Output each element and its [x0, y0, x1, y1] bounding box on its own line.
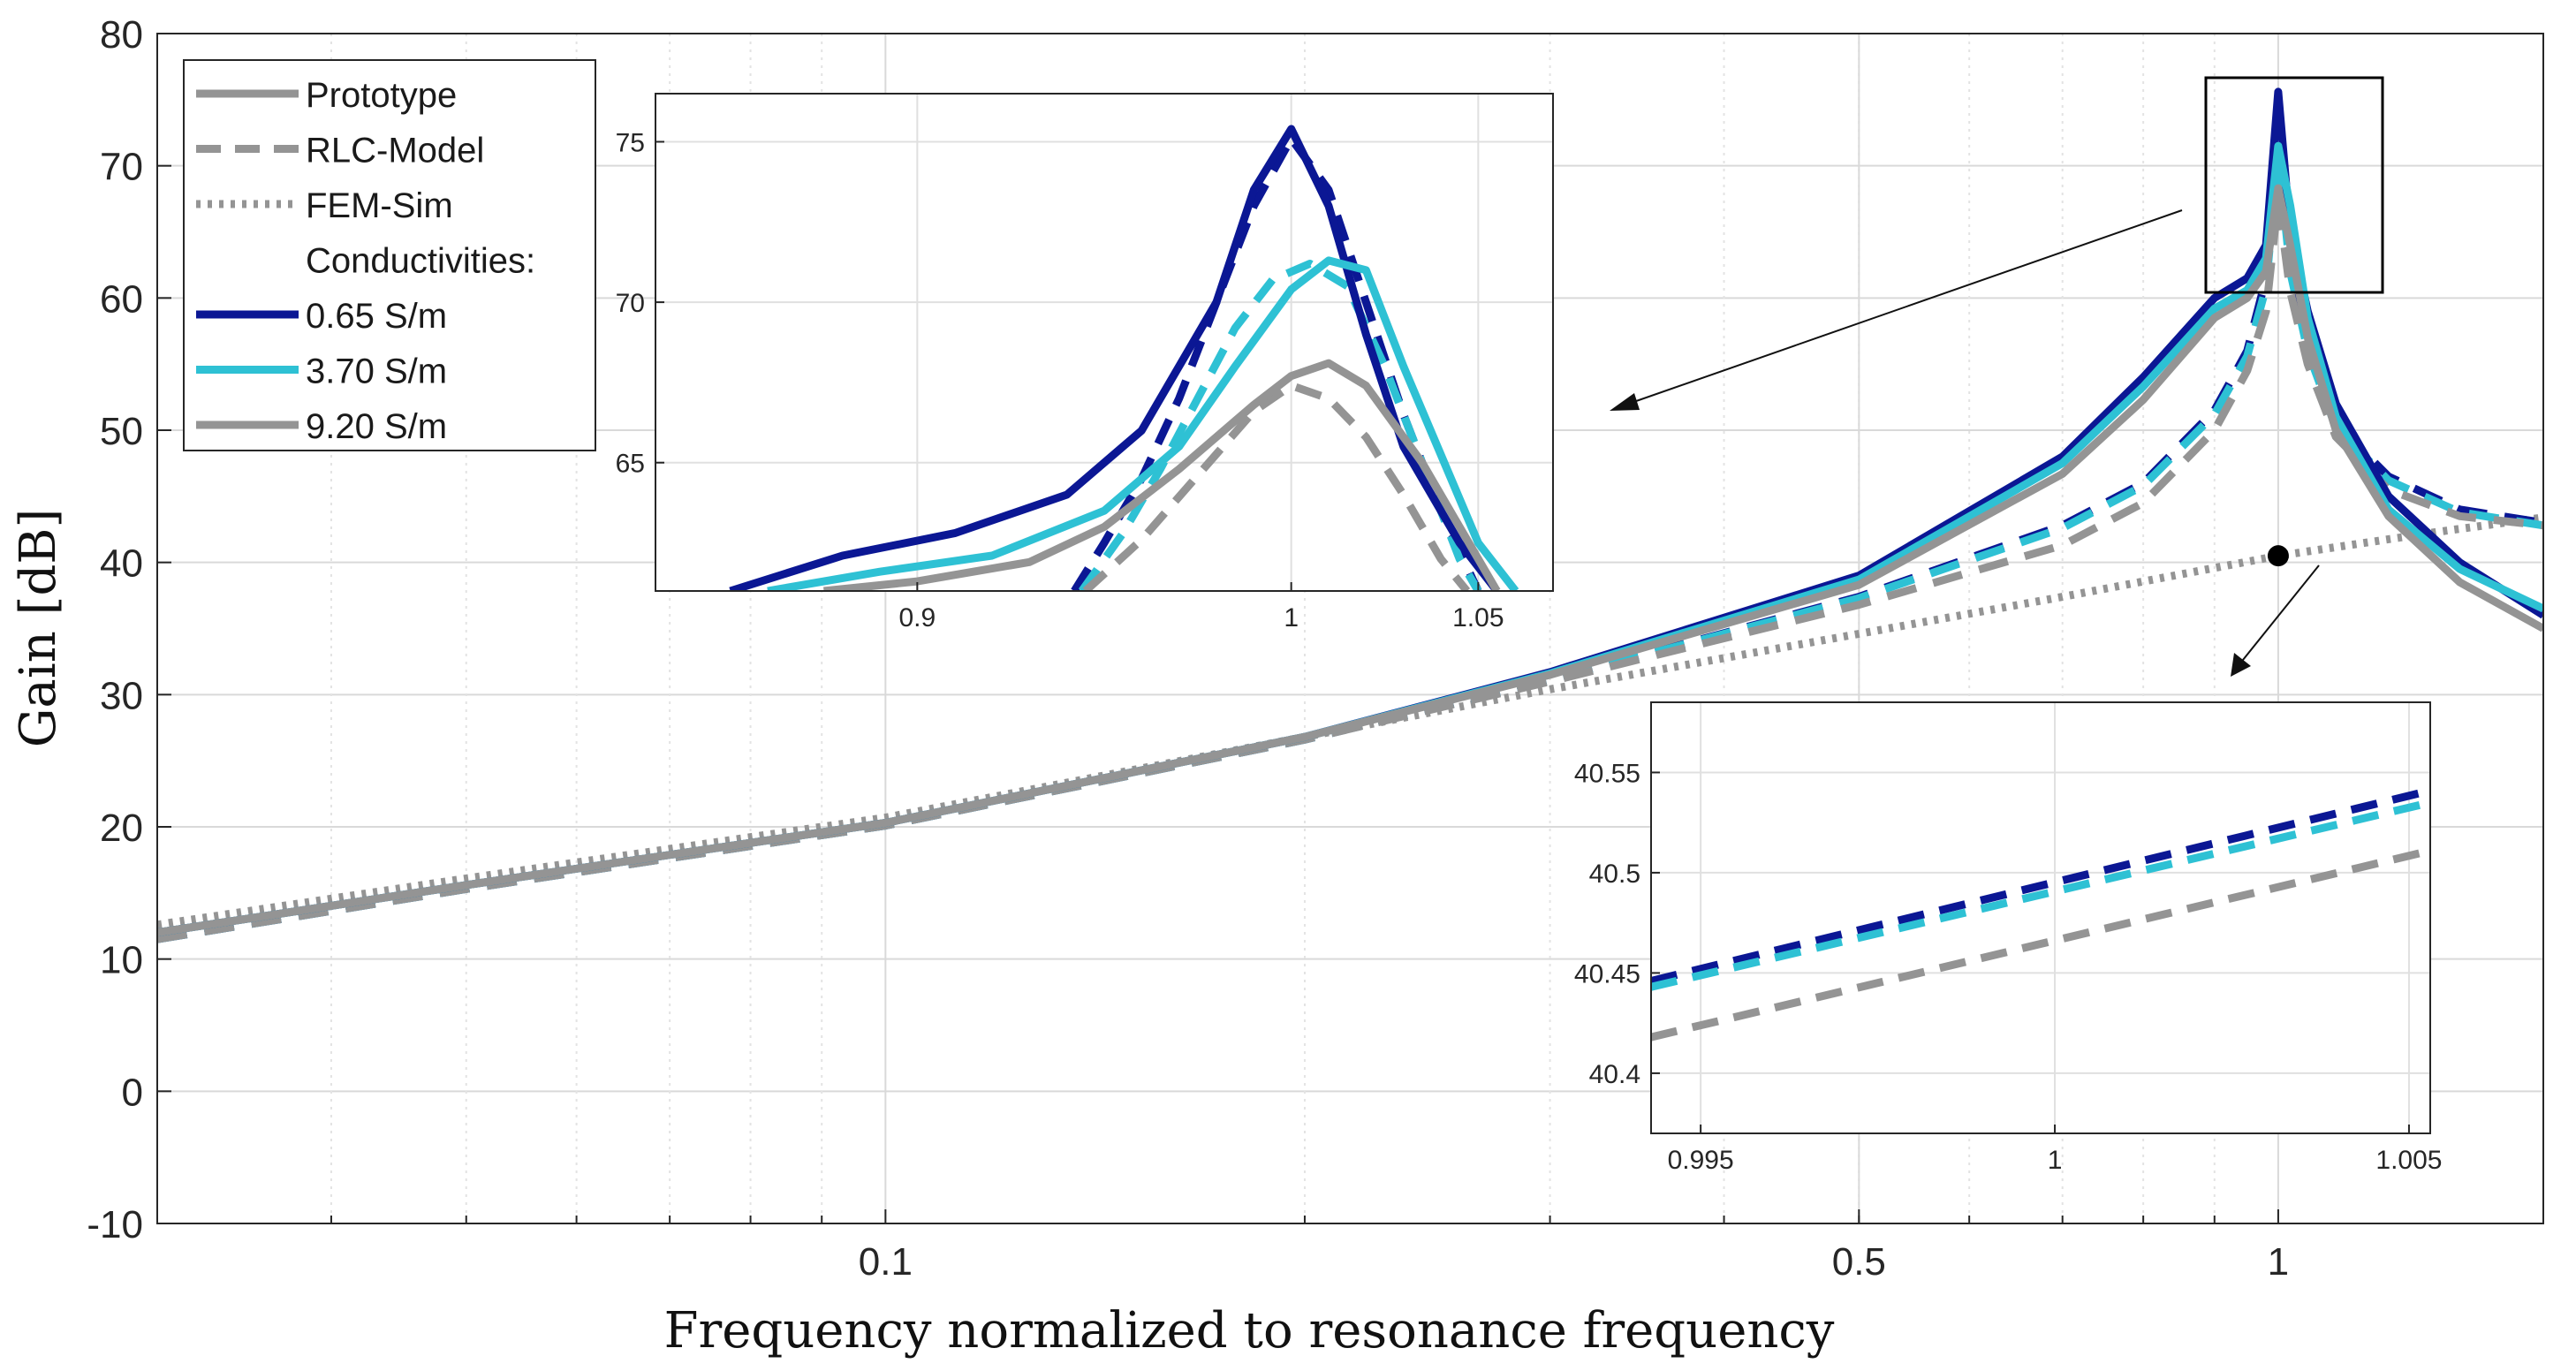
main-y-tick-label: 60 [100, 277, 143, 321]
main-y-tick-label: 40 [100, 542, 143, 586]
main-y-tick-label: 10 [100, 939, 143, 982]
inset-zoom-grid [1651, 702, 2430, 1133]
main-y-tick-label: 50 [100, 410, 143, 453]
main-y-tick-label: 30 [100, 674, 143, 717]
legend-label: 3.70 S/m [306, 352, 447, 391]
legend-label: 0.65 S/m [306, 297, 447, 336]
main-x-tick-label: 0.1 [859, 1240, 913, 1284]
inset1-series-line [729, 125, 1501, 591]
inset2-x-tick-label: 1 [2048, 1146, 2063, 1175]
inset1-y-tick-label: 75 [616, 128, 645, 157]
legend-label: Prototype [306, 76, 457, 115]
y-axis-title: Gain [dB] [10, 509, 67, 748]
arrow-to-peak-inset [1620, 209, 2183, 407]
legend-label: Conductivities: [306, 242, 535, 281]
arrow-head-down-icon [2231, 653, 2251, 677]
inset-peak: 65 70 75 0.9 1 1.05 [616, 93, 1554, 632]
arrow-head-left-icon [1610, 393, 1640, 411]
main-y-tick-label: 0 [122, 1071, 143, 1114]
inset2-y-tick-label: 40.55 [1574, 759, 1640, 788]
inset-zoom-ticks: 40.4 40.45 40.5 40.55 0.995 1 1.005 [1574, 759, 2443, 1175]
inset-peak-series [729, 125, 1519, 591]
inset-peak-grid [655, 94, 1553, 591]
main-y-tick-label: 70 [100, 146, 143, 189]
main-x-tick-label: 1 [2268, 1240, 2289, 1284]
inset2-x-tick-label: 0.995 [1668, 1146, 1734, 1175]
inset1-x-tick-label: 1 [1284, 603, 1299, 632]
main-y-tick-label: 20 [100, 807, 143, 850]
main-x-tick-label: 0.5 [1832, 1240, 1886, 1284]
marker-point [2267, 545, 2289, 567]
legend-label: 9.20 S/m [306, 407, 447, 446]
inset2-y-tick-label: 40.45 [1574, 959, 1640, 988]
legend-box [183, 59, 596, 451]
inset-peak-frame [655, 93, 1554, 592]
inset2-x-tick-label: 1.005 [2375, 1146, 2442, 1175]
main-y-tick-label: 80 [100, 13, 143, 57]
inset2-y-tick-label: 40.4 [1589, 1060, 1640, 1089]
inset1-series-line [823, 359, 1501, 591]
inset1-series-line [767, 256, 1519, 591]
inset2-series-line [1651, 799, 2430, 991]
zoom-box [2204, 76, 2384, 294]
series-line [157, 184, 2543, 937]
inset1-x-tick-label: 0.9 [898, 603, 936, 632]
inset2-series-line [1651, 786, 2430, 985]
main-plot-frame [156, 33, 2544, 1224]
inset1-series-line [1082, 382, 1471, 591]
legend-label: FEM-Sim [306, 186, 453, 225]
inset-peak-ticks: 65 70 75 0.9 1 1.05 [616, 128, 1504, 632]
legend: Prototype RLC-Model FEM-Sim Conductivities:… [183, 59, 596, 451]
x-axis-title: Frequency normalized to resonance freque… [664, 1302, 1835, 1360]
inset-zoom: 40.4 40.45 40.5 40.55 0.995 1 1.005 [1574, 701, 2443, 1175]
inset-zoom-frame [1650, 701, 2431, 1134]
inset1-y-tick-label: 70 [616, 289, 645, 318]
inset2-series-line [1651, 846, 2430, 1042]
legend-items: Prototype RLC-Model FEM-Sim Conductivities:… [196, 76, 535, 446]
inset-zoom-series [1651, 786, 2430, 1042]
main-y-tick-label: -10 [87, 1203, 143, 1246]
main-series-group [157, 87, 2543, 943]
legend-label: RLC-Model [306, 132, 484, 170]
main-axis-ticks: -10 0 10 20 30 40 50 60 70 80 0.1 0.5 1 [87, 13, 2289, 1284]
inset1-y-tick-label: 65 [616, 450, 645, 479]
inset1-x-tick-label: 1.05 [1452, 603, 1504, 632]
inset2-y-tick-label: 40.5 [1589, 860, 1640, 889]
arrow-to-zoom-inset [2239, 564, 2320, 665]
